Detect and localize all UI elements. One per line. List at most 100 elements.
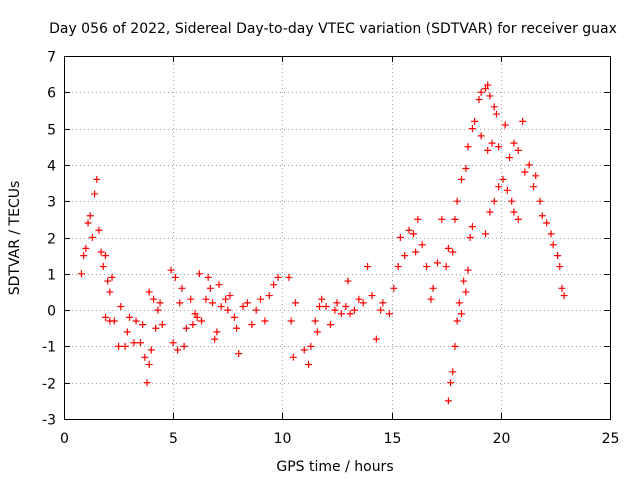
data-point [510,208,518,216]
data-point [447,379,455,387]
data-point [532,172,540,180]
data-point [316,302,324,310]
y-axis-label: SDTVAR / TECUs [7,181,23,296]
data-point [427,295,435,303]
data-point [460,277,468,285]
y-tick-label: 7 [47,50,56,66]
data-point [449,368,457,376]
data-point [514,146,522,154]
data-point [209,299,217,307]
data-point [239,302,247,310]
data-point [104,277,112,285]
x-tick-label: 10 [274,431,292,447]
x-tick-label: 15 [384,431,402,447]
data-point [189,321,197,329]
data-point [318,295,326,303]
x-tick-label: 0 [60,431,69,447]
data-point [230,313,238,321]
x-tick-label: 25 [602,431,620,447]
data-point [444,397,452,405]
data-point [202,295,210,303]
data-point [176,299,184,307]
data-point [97,248,105,256]
y-tick-label: 2 [47,232,56,248]
x-tick-label: 5 [169,431,178,447]
data-point [477,132,485,140]
plot-frame [64,56,611,420]
y-tick-label: -1 [42,340,56,356]
data-point [132,317,140,325]
data-point [468,125,476,133]
data-point [204,273,212,281]
data-point [560,292,568,300]
data-point [287,317,295,325]
data-point [368,292,376,300]
data-point [123,328,131,336]
data-point [95,226,103,234]
data-point [139,321,147,329]
data-point [457,310,465,318]
data-point [344,277,352,285]
data-point [326,321,334,329]
data-point [364,263,372,271]
data-point [169,339,177,347]
data-point [158,321,166,329]
data-point [506,154,514,162]
data-point [91,190,99,198]
data-point [396,234,404,241]
data-point [543,219,551,227]
data-point [222,295,230,303]
data-point [115,342,123,350]
data-point [492,110,500,118]
data-point [167,266,175,274]
data-point [495,183,503,191]
data-point [289,353,297,361]
data-point [486,92,494,100]
data-point [453,317,461,325]
data-point [372,335,380,343]
chart-title: Day 056 of 2022, Sidereal Day-to-day VTE… [49,21,617,37]
data-point [346,310,354,318]
data-point [265,292,273,300]
data-point [462,288,470,296]
data-point [377,306,385,314]
y-tick-label: 6 [47,86,56,102]
data-point [519,117,527,125]
data-point [333,299,341,307]
data-point [215,281,223,289]
y-tick-label: 0 [47,304,56,320]
data-point [554,252,562,260]
data-point [106,288,114,296]
data-point [171,273,179,281]
data-point [300,346,308,354]
data-point [198,317,206,325]
data-point [206,284,214,292]
data-point [313,328,321,336]
data-point [226,292,234,300]
data-point [152,324,160,332]
data-point [444,244,452,252]
data-point [174,346,182,354]
y-tick-label: -3 [42,413,56,429]
data-points [77,81,568,405]
y-axis-ticks: -3 -2 -1 0 1 2 3 4 5 6 7 [42,50,610,429]
data-point [233,324,241,332]
data-point [488,139,496,147]
data-point [482,85,490,93]
data-point [77,270,85,278]
data-point [193,313,201,321]
data-point [442,263,450,271]
data-point [143,379,151,387]
data-point [211,335,219,343]
data-point [108,273,116,281]
data-point [471,117,479,125]
data-point [337,310,345,318]
data-point [451,215,459,223]
data-point [405,226,413,234]
data-point [390,284,398,292]
data-point [433,259,441,267]
data-point [412,248,420,256]
data-point [82,244,90,252]
